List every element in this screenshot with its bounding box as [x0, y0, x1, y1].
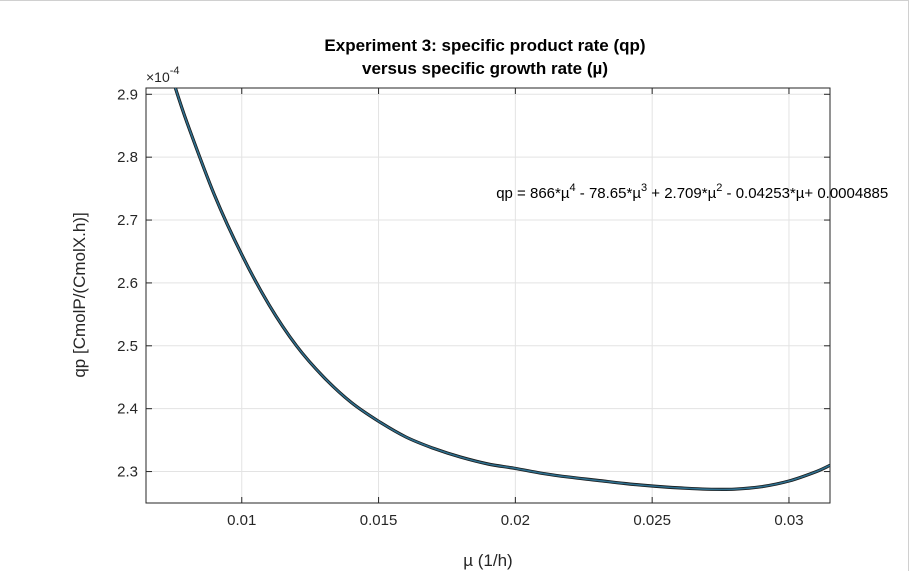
y-tick-label: 2.3 — [117, 464, 138, 481]
y-exponent-base: ×10-4 — [146, 65, 180, 85]
y-tick-label: 2.7 — [117, 212, 138, 229]
equation-term: + 2.709*µ — [647, 185, 716, 202]
y-tick-label: 2.8 — [117, 149, 138, 166]
series-group — [173, 82, 830, 490]
x-tick-label: 0.02 — [501, 512, 530, 529]
y-axis-label: qp [CmolP/(CmolX.h)] — [70, 212, 89, 377]
y-tick-label: 2.6 — [117, 275, 138, 292]
axes-box — [146, 88, 830, 503]
grid — [146, 88, 830, 503]
x-tick-label: 0.025 — [633, 512, 671, 529]
chart-title-line-1: Experiment 3: specific product rate (qp) — [324, 36, 645, 55]
y-tick-label: 2.4 — [117, 401, 138, 418]
series-line — [173, 82, 830, 490]
y-tick-label: 2.5 — [117, 338, 138, 355]
x-axis-label: µ (1/h) — [463, 551, 512, 570]
chart-title-line-2: versus specific growth rate (µ) — [362, 59, 608, 78]
y-tick-label: 2.9 — [117, 86, 138, 103]
equation-term: qp = 866*µ — [496, 185, 570, 202]
y-exponent: ×10-4 — [146, 65, 180, 85]
x-tick-label: 0.03 — [774, 512, 803, 529]
x-tick-label: 0.01 — [227, 512, 256, 529]
y-exponent-power: -4 — [170, 65, 180, 77]
equation-term: - 78.65*µ — [576, 185, 642, 202]
x-tick-label: 0.015 — [360, 512, 398, 529]
ticks: 0.01 0.015 0.02 0.025 0.03 2.3 2.4 2.5 2.6 2.7 2.8… — [117, 86, 830, 529]
series-line-outline — [173, 82, 830, 490]
equation-annotation: qp = 866*µ4 - 78.65*µ3 + 2.709*µ2 - 0.04… — [496, 182, 888, 202]
equation-term: - 0.04253*µ+ 0.0004885 — [722, 185, 888, 202]
